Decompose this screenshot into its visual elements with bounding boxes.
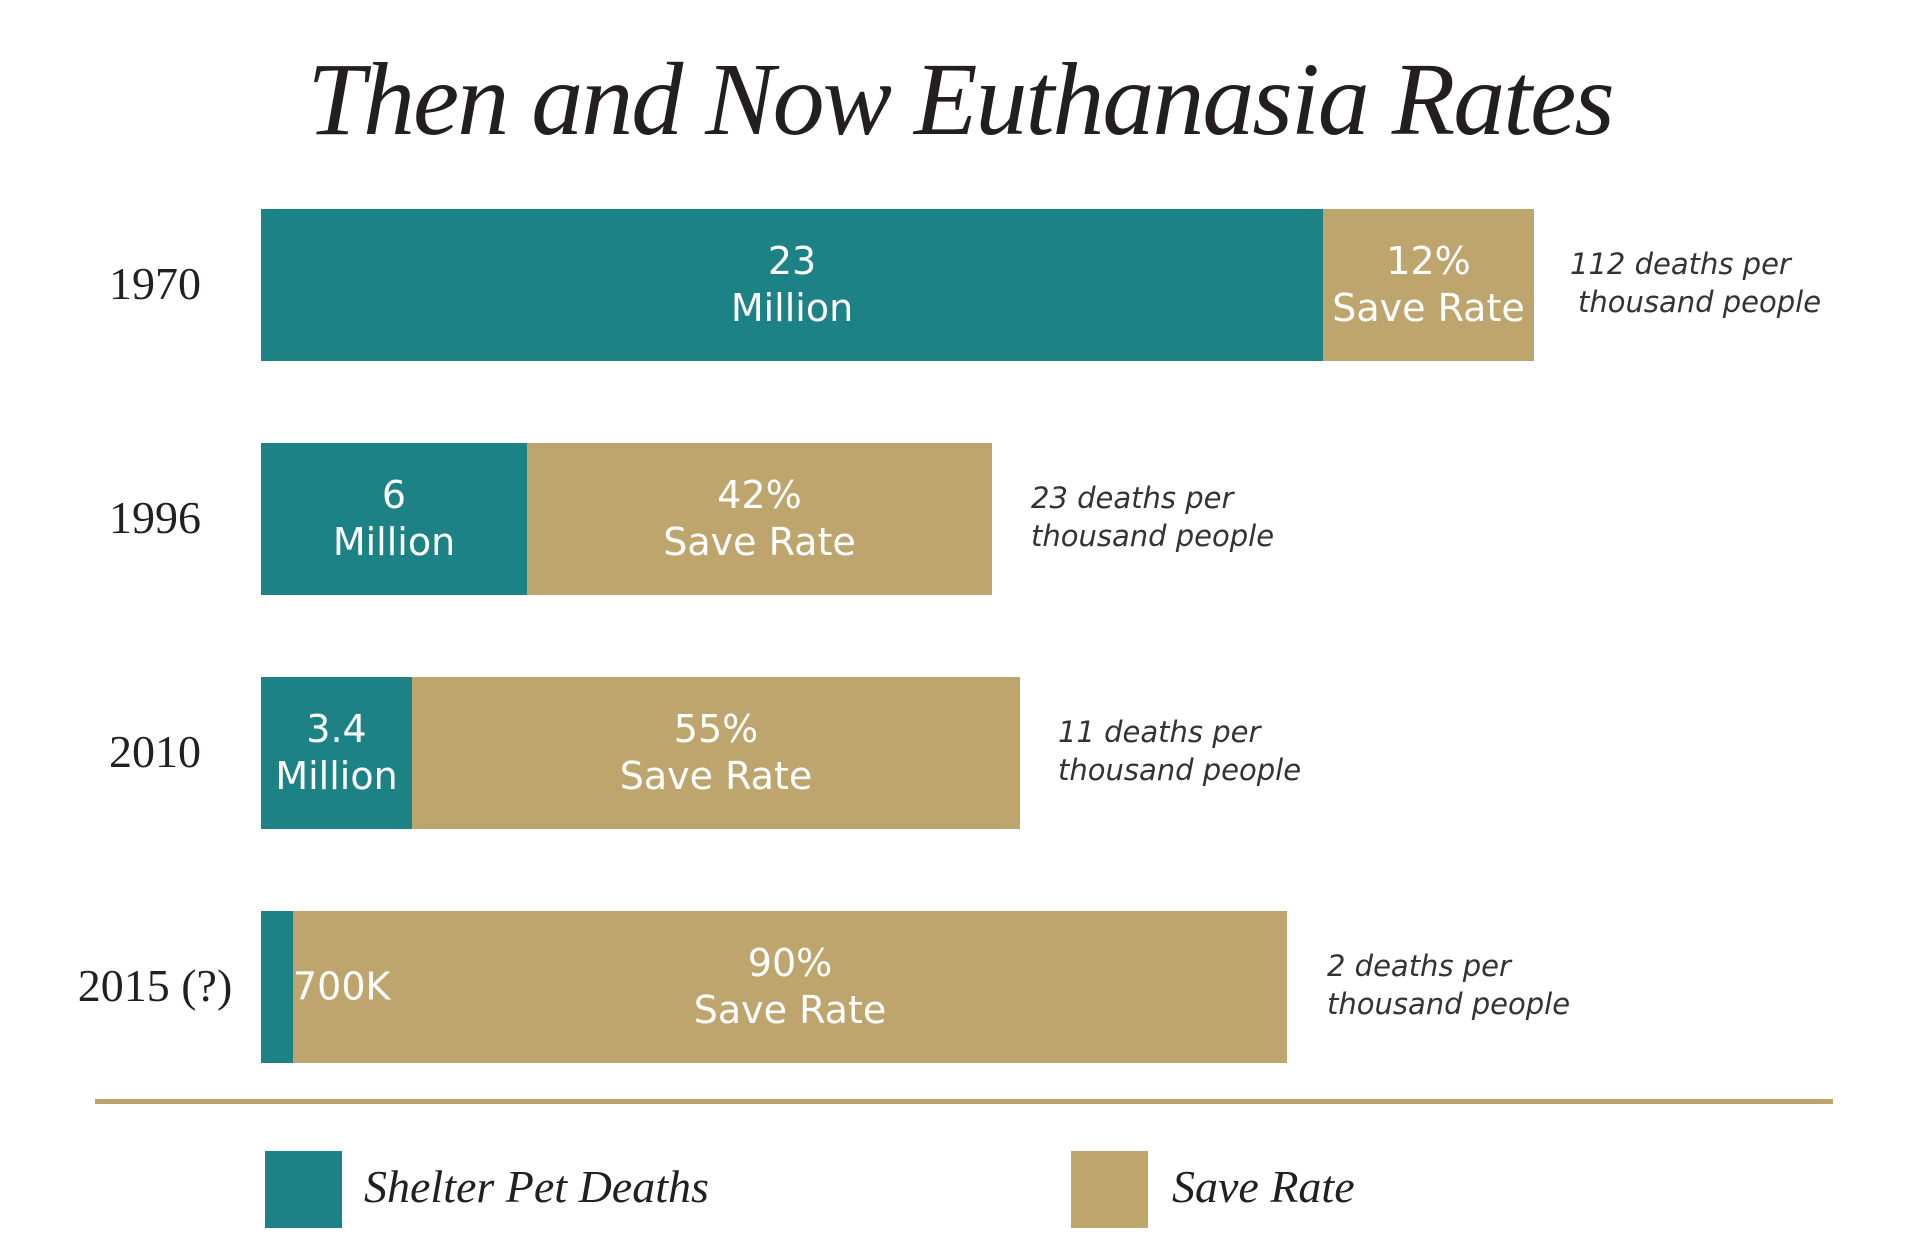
bar-segment-save-rate: 55% Save Rate bbox=[412, 677, 1020, 829]
bar-segment-save-rate: 42% Save Rate bbox=[527, 443, 992, 595]
note-line: 23 deaths per bbox=[1031, 481, 1234, 515]
note-line: 2 deaths per bbox=[1327, 949, 1511, 983]
year-label: 2015 (?) bbox=[77, 960, 233, 1011]
deaths-data-label: Million bbox=[275, 754, 398, 798]
note-line: thousand people bbox=[1578, 285, 1822, 319]
stacked-bar: 700K 90% Save Rate bbox=[261, 911, 1287, 1063]
deaths-data-label: 23 bbox=[767, 238, 817, 283]
save-rate-data-label: 42% bbox=[717, 472, 802, 517]
stacked-bar: 3.4 Million 55% Save Rate bbox=[261, 677, 1020, 829]
bar-segment-deaths: 6 Million bbox=[261, 443, 527, 595]
deaths-per-thousand-note: 11 deaths per thousand people bbox=[1058, 713, 1301, 789]
bar-segment-save-rate: 700K 90% Save Rate bbox=[293, 911, 1287, 1063]
save-rate-data-label: 90% bbox=[747, 940, 833, 985]
save-rate-data-label: Save Rate bbox=[1332, 286, 1525, 330]
chart-title: Then and Now Euthanasia Rates bbox=[307, 42, 1615, 157]
stacked-bar: 6 Million 42% Save Rate bbox=[261, 443, 992, 595]
deaths-data-label: Million bbox=[332, 520, 456, 564]
deaths-per-thousand-note: 2 deaths per thousand people bbox=[1327, 947, 1570, 1023]
legend-label-deaths: Shelter Pet Deaths bbox=[364, 1161, 709, 1212]
deaths-per-thousand-note: 112 deaths per thousand people bbox=[1570, 245, 1821, 321]
save-rate-data-label: 55% bbox=[673, 706, 759, 751]
bar-segment-save-rate: 12% Save Rate bbox=[1323, 209, 1534, 361]
stacked-bar: 23 Million 12% Save Rate bbox=[261, 209, 1534, 361]
save-rate-data-label: 12% bbox=[1386, 238, 1471, 283]
legend-label-save-rate: Save Rate bbox=[1172, 1161, 1355, 1212]
year-label: 2010 bbox=[109, 726, 201, 777]
note-line: thousand people bbox=[1327, 987, 1571, 1021]
note-line: 112 deaths per bbox=[1570, 247, 1791, 281]
note-line: thousand people bbox=[1058, 753, 1302, 787]
deaths-per-thousand-note: 23 deaths per thousand people bbox=[1031, 479, 1274, 555]
year-label: 1996 bbox=[109, 492, 201, 543]
bar-segment-deaths: 23 Million bbox=[261, 209, 1323, 361]
note-line: 11 deaths per bbox=[1058, 715, 1261, 749]
deaths-data-label: Million bbox=[730, 286, 854, 330]
note-line: thousand people bbox=[1031, 519, 1275, 553]
deaths-data-label: 3.4 bbox=[306, 706, 367, 751]
legend-swatch-deaths bbox=[265, 1151, 342, 1228]
divider-line bbox=[95, 1099, 1833, 1104]
save-rate-data-label: Save Rate bbox=[693, 988, 887, 1032]
bar-segment-deaths: 3.4 Million bbox=[261, 677, 412, 829]
year-label: 1970 bbox=[109, 258, 201, 309]
legend-swatch-save-rate bbox=[1071, 1151, 1148, 1228]
deaths-data-label: 700K bbox=[293, 964, 391, 1009]
save-rate-data-label: Save Rate bbox=[619, 754, 813, 798]
deaths-data-label: 6 bbox=[381, 472, 407, 517]
save-rate-data-label: Save Rate bbox=[663, 520, 856, 564]
bar-segment-deaths bbox=[261, 911, 293, 1063]
